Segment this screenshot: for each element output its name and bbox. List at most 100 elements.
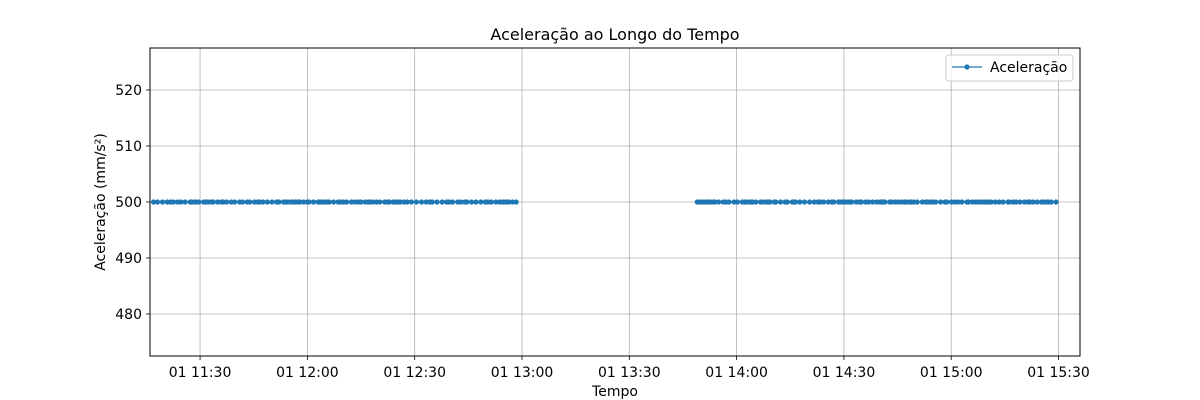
data-point bbox=[215, 199, 221, 205]
data-point bbox=[413, 199, 420, 205]
data-point bbox=[210, 199, 216, 205]
data-point bbox=[247, 199, 253, 205]
data-point bbox=[306, 199, 312, 205]
data-point bbox=[888, 199, 895, 205]
x-axis-ticks: 01 11:30 01 12:00 01 12:30 01 13:00 01 13:30… bbox=[169, 356, 1090, 381]
x-tick-label: 01 11:30 bbox=[169, 365, 232, 381]
data-point bbox=[1053, 199, 1059, 205]
data-point bbox=[264, 199, 270, 205]
data-point bbox=[297, 199, 303, 205]
data-point bbox=[326, 199, 332, 205]
data-point bbox=[464, 199, 470, 205]
data-point bbox=[801, 199, 808, 205]
x-tick-label: 01 12:30 bbox=[383, 365, 446, 381]
data-point bbox=[449, 199, 456, 205]
data-point bbox=[996, 199, 1002, 205]
data-point bbox=[712, 199, 718, 205]
data-point bbox=[777, 199, 784, 205]
data-point bbox=[370, 199, 376, 205]
x-tick-label: 01 13:00 bbox=[491, 365, 554, 381]
x-tick-label: 01 12:00 bbox=[276, 365, 339, 381]
data-point bbox=[458, 199, 464, 205]
data-point bbox=[858, 199, 864, 205]
y-tick-label: 500 bbox=[115, 195, 142, 211]
data-point bbox=[506, 199, 512, 205]
data-point bbox=[944, 199, 950, 205]
data-point bbox=[269, 199, 275, 205]
data-point bbox=[919, 199, 925, 205]
data-point bbox=[1017, 199, 1023, 205]
data-point bbox=[938, 199, 944, 205]
data-point bbox=[959, 199, 965, 205]
data-point bbox=[831, 199, 837, 205]
data-point bbox=[429, 199, 435, 205]
data-point bbox=[488, 199, 494, 205]
data-point bbox=[178, 199, 184, 205]
legend-label: Aceleração bbox=[990, 60, 1067, 76]
data-point bbox=[358, 199, 364, 205]
legend-marker bbox=[964, 64, 970, 70]
data-point bbox=[811, 199, 817, 205]
data-point bbox=[196, 199, 202, 205]
y-tick-label: 490 bbox=[115, 251, 142, 267]
x-tick-label: 01 13:30 bbox=[598, 365, 661, 381]
data-point bbox=[408, 199, 414, 205]
x-axis-label: Tempo bbox=[591, 384, 638, 400]
data-point bbox=[468, 199, 475, 205]
data-point bbox=[955, 199, 961, 205]
data-point bbox=[473, 199, 479, 205]
data-point bbox=[726, 199, 732, 205]
data-point bbox=[159, 199, 166, 205]
data-point bbox=[882, 199, 888, 205]
data-point bbox=[423, 199, 429, 205]
data-point bbox=[300, 199, 307, 205]
data-point bbox=[965, 199, 972, 205]
data-point bbox=[434, 199, 440, 205]
data-point bbox=[224, 199, 230, 205]
x-tick-label: 01 15:30 bbox=[1027, 365, 1090, 381]
data-point bbox=[773, 199, 779, 205]
data-point bbox=[377, 199, 383, 205]
data-point bbox=[866, 199, 872, 205]
data-point bbox=[992, 199, 998, 205]
data-point bbox=[150, 199, 157, 205]
data-point bbox=[182, 199, 188, 205]
data-point bbox=[784, 199, 790, 205]
data-point bbox=[154, 199, 161, 205]
data-point bbox=[386, 199, 392, 205]
y-tick-label: 510 bbox=[115, 139, 142, 155]
data-point bbox=[933, 199, 939, 205]
data-point bbox=[767, 199, 773, 205]
y-tick-label: 480 bbox=[115, 307, 142, 323]
data-point bbox=[988, 199, 994, 205]
data-point bbox=[439, 199, 445, 205]
data-point bbox=[753, 199, 759, 205]
y-axis-ticks: 480 490 500 510 520 bbox=[115, 83, 150, 323]
data-point bbox=[311, 199, 317, 205]
data-point bbox=[509, 199, 516, 205]
data-point bbox=[397, 199, 403, 205]
data-point bbox=[1000, 199, 1006, 205]
data-point bbox=[1034, 199, 1040, 205]
data-point bbox=[478, 199, 484, 205]
y-tick-label: 520 bbox=[115, 83, 142, 99]
x-tick-label: 01 14:00 bbox=[705, 365, 768, 381]
data-point bbox=[276, 199, 282, 205]
data-point bbox=[825, 199, 831, 205]
data-point bbox=[806, 199, 813, 205]
legend-box bbox=[945, 54, 1074, 82]
data-point bbox=[240, 199, 246, 205]
data-point bbox=[715, 199, 722, 205]
data-point bbox=[493, 199, 499, 205]
y-axis-label: Aceleração (mm/s²) bbox=[93, 133, 109, 271]
chart-title: Aceleração ao Longo do Tempo bbox=[490, 25, 739, 44]
data-point bbox=[914, 199, 920, 205]
data-point bbox=[232, 199, 238, 205]
data-point bbox=[344, 199, 350, 205]
data-point bbox=[1006, 199, 1012, 205]
data-point bbox=[331, 199, 337, 205]
data-point bbox=[260, 199, 266, 205]
data-point bbox=[418, 199, 425, 205]
data-point bbox=[849, 199, 855, 205]
